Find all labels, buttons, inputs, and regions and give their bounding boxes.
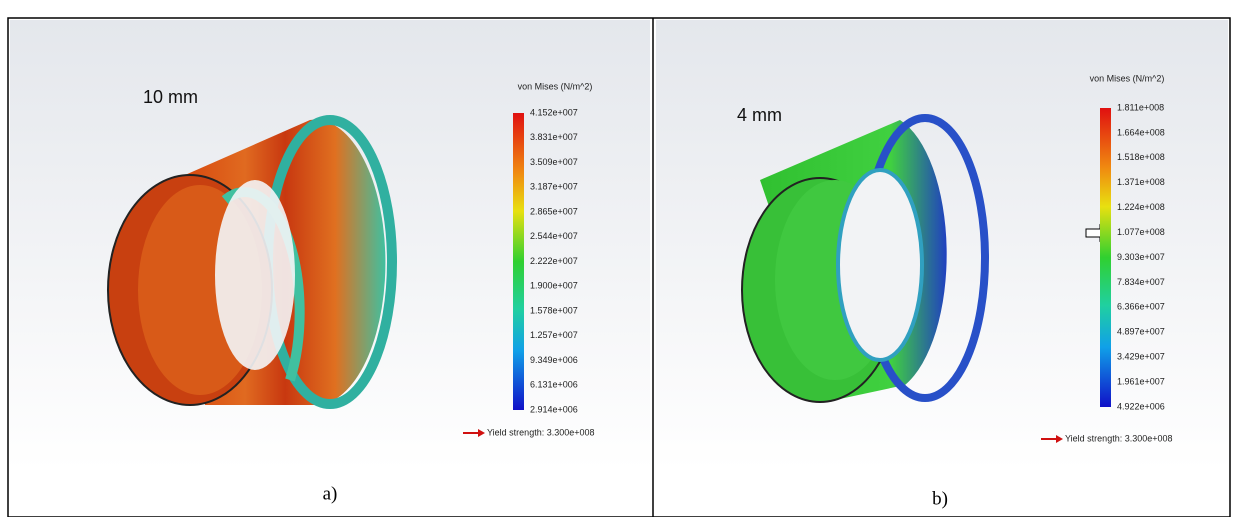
legend-tick: 2.222e+007 xyxy=(530,256,578,266)
legend-tick: 1.578e+007 xyxy=(530,305,578,315)
thickness-label: 4 mm xyxy=(737,105,782,125)
legend-tick: 4.152e+007 xyxy=(530,107,578,117)
legend-tick: 1.664e+008 xyxy=(1117,127,1165,137)
cylinder-a xyxy=(107,115,397,409)
legend-tick: 7.834e+007 xyxy=(1117,277,1165,287)
colorbar xyxy=(1100,108,1111,407)
yield-strength: Yield strength: 3.300e+008 xyxy=(487,427,595,437)
legend-tick: 6.366e+007 xyxy=(1117,302,1165,312)
legend-tick: 3.187e+007 xyxy=(530,182,578,192)
legend-tick: 4.922e+006 xyxy=(1117,401,1165,411)
legend-tick: 3.509e+007 xyxy=(530,157,578,167)
legend-tick: 1.371e+008 xyxy=(1117,177,1165,187)
legend-tick: 3.429e+007 xyxy=(1117,352,1165,362)
legend-title: von Mises (N/m^2) xyxy=(518,81,593,91)
legend-tick: 1.900e+007 xyxy=(530,281,578,291)
legend-tick: 1.518e+008 xyxy=(1117,152,1165,162)
legend-tick: 1.077e+008 xyxy=(1117,227,1165,237)
legend-tick: 3.831e+007 xyxy=(530,132,578,142)
legend-tick: 6.131e+006 xyxy=(530,380,578,390)
legend-tick: 2.914e+006 xyxy=(530,404,578,414)
legend-tick: 1.811e+008 xyxy=(1117,102,1164,112)
yield-arrowhead xyxy=(478,429,485,437)
legend-tick: 4.897e+007 xyxy=(1117,327,1165,337)
legend-tick: 2.544e+007 xyxy=(530,231,578,241)
thickness-label: 10 mm xyxy=(143,87,198,107)
yield-strength: Yield strength: 3.300e+008 xyxy=(1065,433,1173,443)
legend-tick: 1.257e+007 xyxy=(530,330,578,340)
yield-arrowhead xyxy=(1056,435,1063,443)
cylinder-b xyxy=(741,114,989,403)
legend-tick: 2.865e+007 xyxy=(530,206,578,216)
legend-tick: 9.303e+007 xyxy=(1117,252,1165,262)
caption: b) xyxy=(932,488,948,509)
legend-tick: 1.961e+007 xyxy=(1117,376,1165,386)
colorbar xyxy=(513,113,524,410)
legend-tick: 1.224e+008 xyxy=(1117,202,1165,212)
legend-title: von Mises (N/m^2) xyxy=(1090,73,1165,83)
legend-tick: 9.349e+006 xyxy=(530,355,578,365)
caption: a) xyxy=(323,483,338,504)
